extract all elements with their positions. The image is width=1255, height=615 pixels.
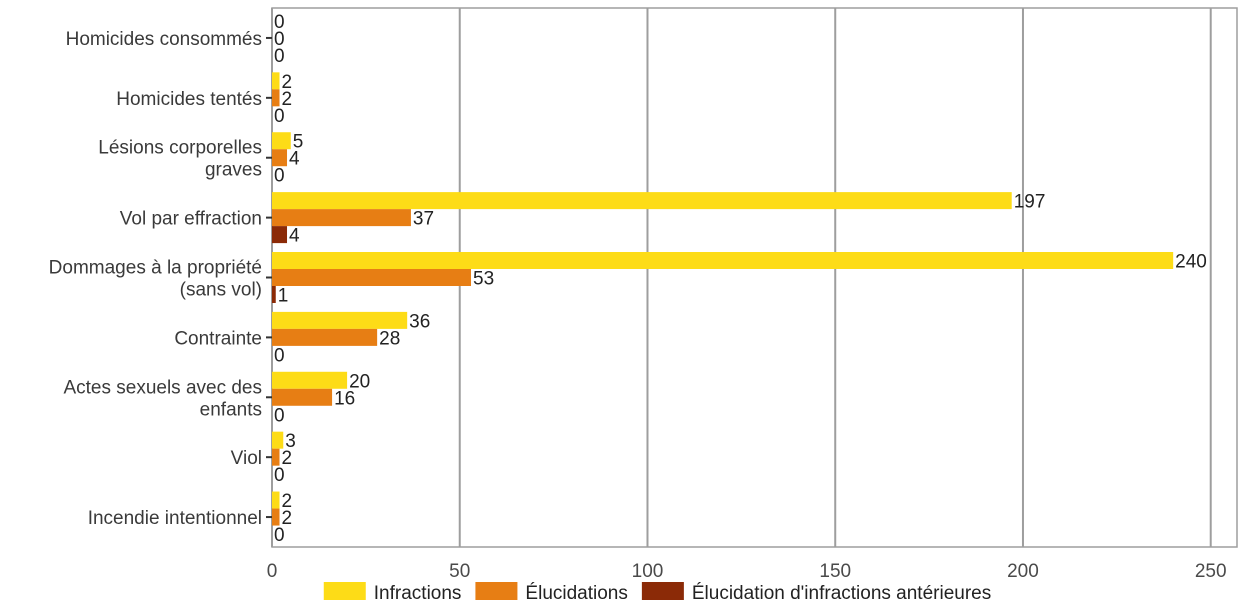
category-label: (sans vol)	[180, 280, 262, 301]
data-label: 2	[282, 72, 293, 93]
data-label: 0	[274, 106, 285, 127]
data-label: 0	[274, 12, 285, 33]
bar	[272, 388, 333, 406]
data-label: 37	[413, 209, 434, 230]
data-label: 0	[274, 29, 285, 50]
category-label: enfants	[200, 399, 262, 420]
bar	[272, 252, 1174, 269]
data-label: 0	[274, 166, 285, 187]
bars	[272, 72, 1174, 526]
bar	[272, 89, 280, 107]
bar	[272, 448, 280, 466]
category-label: graves	[205, 160, 262, 181]
x-tick-label: 0	[267, 561, 278, 582]
data-label: 4	[289, 149, 300, 170]
data-label: 53	[473, 269, 494, 290]
category-label: Homicides consommés	[66, 29, 262, 50]
bar	[272, 508, 280, 526]
data-label: 20	[349, 371, 370, 392]
bar	[272, 132, 291, 150]
category-label: Homicides tentés	[116, 89, 262, 110]
data-label: 2	[282, 448, 293, 469]
data-label: 28	[379, 328, 400, 349]
bar	[272, 149, 288, 167]
x-tick-label: 100	[632, 561, 664, 582]
bar	[272, 328, 378, 346]
data-label: 0	[274, 46, 285, 67]
bar	[272, 192, 1012, 210]
data-label: 240	[1175, 252, 1207, 273]
category-label: Contrainte	[174, 328, 262, 349]
bar	[272, 269, 472, 286]
bar	[272, 431, 284, 449]
data-label: 16	[334, 388, 355, 409]
bar	[272, 371, 348, 389]
data-label: 0	[274, 345, 285, 366]
data-label: 0	[274, 525, 285, 546]
legend-label: Élucidations	[525, 583, 627, 604]
x-tick-label: 50	[449, 561, 470, 582]
data-label: 197	[1014, 192, 1046, 213]
legend-label: Infractions	[374, 583, 462, 604]
category-label: Lésions corporelles	[98, 138, 262, 159]
data-label: 0	[274, 405, 285, 426]
category-label: Dommages à la propriété	[49, 258, 262, 279]
legend-swatch	[641, 582, 684, 600]
legend-label: Élucidation d'infractions antérieures	[692, 583, 991, 604]
x-tick-label: 150	[819, 561, 851, 582]
data-label: 2	[282, 89, 293, 110]
data-label: 2	[282, 508, 293, 529]
legend-swatch	[323, 582, 366, 600]
data-label: 3	[285, 431, 296, 452]
x-axis-tick-labels: 0 50 100 150 200 250	[267, 561, 1227, 582]
bar	[272, 491, 280, 509]
data-label: 0	[274, 465, 285, 486]
legend-swatch	[475, 582, 518, 600]
data-label: 1	[278, 286, 289, 307]
bar	[272, 209, 411, 227]
data-label: 4	[289, 226, 300, 247]
category-label: Incendie intentionnel	[88, 508, 262, 529]
legend: Infractions Élucidations Élucidation d'inf…	[323, 582, 991, 604]
bar	[272, 226, 288, 244]
category-label: Vol par effraction	[120, 209, 262, 230]
x-tick-label: 200	[1007, 561, 1039, 582]
data-label: 2	[282, 491, 293, 512]
category-label: Viol	[231, 448, 262, 469]
data-label: 5	[293, 132, 304, 153]
data-label: 36	[409, 311, 430, 332]
category-labels: Homicides consommés Homicides tentés Lésio…	[49, 29, 272, 529]
bar	[272, 286, 276, 303]
bar	[272, 72, 280, 90]
x-tick-label: 250	[1195, 561, 1227, 582]
category-label: Actes sexuels avec des	[63, 377, 262, 398]
bar	[272, 311, 408, 329]
